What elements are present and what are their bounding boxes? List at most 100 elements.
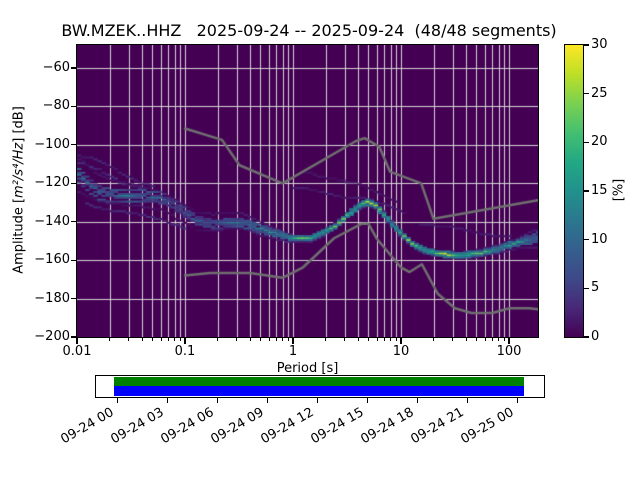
timeline-tick-mark [467, 398, 469, 403]
timeline-tick-label: 09-24 21 [408, 405, 467, 448]
colorbar [564, 44, 584, 338]
figure-title: BW.MZEK..HHZ 2025-09-24 -- 2025-09-24 (4… [61, 21, 557, 40]
colorbar-label: [%] [611, 178, 627, 202]
timeline-tick-label: 09-24 03 [108, 405, 167, 448]
y-tick-label: −140 [34, 213, 70, 229]
x-minor-tick-mark [249, 338, 251, 342]
timeline-tick-mark [167, 398, 169, 403]
y-tick-label: −80 [42, 98, 70, 114]
x-tick-mark [76, 338, 78, 344]
x-minor-tick-mark [282, 338, 284, 342]
x-minor-tick-mark [395, 338, 397, 342]
y-tick-mark [71, 182, 76, 184]
timeline-tick-label: 09-24 18 [358, 405, 417, 448]
timeline-tick-mark [367, 398, 369, 403]
x-tick-label: 0.1 [174, 344, 196, 359]
y-tick-mark [71, 105, 76, 108]
coverage-green-bar [114, 377, 524, 386]
x-minor-tick-mark [503, 338, 505, 342]
x-minor-tick-mark [217, 338, 218, 342]
timeline-tick-mark [267, 398, 269, 403]
x-minor-tick-mark [109, 338, 110, 342]
timeline-tick-mark [117, 398, 119, 403]
x-minor-tick-mark [344, 338, 346, 342]
timeline-coverage-box [95, 375, 545, 398]
x-tick-mark [508, 338, 510, 344]
timeline-tick-label: 09-25 00 [458, 405, 517, 448]
x-minor-tick-mark [491, 338, 493, 342]
x-tick-mark [400, 338, 402, 344]
y-tick-mark [71, 67, 76, 69]
y-tick-label: −200 [34, 329, 70, 344]
timeline-tick-mark [517, 398, 519, 403]
x-minor-tick-mark [141, 338, 143, 342]
timeline-tick-mark [217, 398, 219, 403]
x-minor-tick-mark [498, 338, 500, 342]
x-tick-label: 0.01 [62, 344, 92, 359]
colorbar-tick-mark [584, 287, 589, 289]
timeline-tick-label: 09-24 06 [158, 405, 217, 448]
timeline-tick-label: 09-24 12 [258, 405, 317, 448]
x-minor-tick-mark [287, 338, 289, 342]
y-tick-label: −100 [34, 136, 70, 152]
colorbar-tick-label: 15 [591, 183, 608, 198]
x-minor-tick-mark [160, 338, 162, 342]
x-axis-label: Period [s] [276, 361, 339, 376]
x-minor-tick-mark [475, 338, 477, 342]
colorbar-tick-label: 5 [591, 280, 600, 296]
colorbar-tick-label: 0 [591, 329, 600, 344]
colorbar-tick-mark [584, 44, 589, 46]
x-minor-tick-mark [151, 338, 153, 342]
colorbar-tick-mark [584, 190, 589, 192]
x-minor-tick-mark [357, 338, 359, 342]
colorbar-tick-mark [584, 336, 589, 338]
x-tick-mark [184, 338, 186, 344]
colorbar-tick-mark [584, 239, 589, 241]
timeline-tick-label: 09-24 15 [308, 405, 367, 448]
y-tick-label: −180 [34, 290, 70, 306]
x-minor-tick-mark [179, 338, 181, 342]
x-tick-label: 10 [392, 344, 410, 359]
x-minor-tick-mark [275, 338, 277, 342]
colorbar-tick-label: 25 [591, 85, 608, 101]
x-minor-tick-mark [484, 338, 486, 342]
x-minor-tick-mark [367, 338, 369, 342]
x-tick-mark [292, 338, 294, 344]
coverage-blue-bar [114, 386, 524, 396]
x-minor-tick-mark [376, 338, 378, 342]
x-minor-tick-mark [259, 338, 261, 342]
x-minor-tick-mark [268, 338, 270, 342]
x-minor-tick-mark [465, 338, 467, 342]
colorbar-tick-label: 30 [591, 37, 608, 52]
x-minor-tick-mark [325, 338, 326, 342]
x-minor-tick-mark [433, 338, 434, 342]
colorbar-tick-label: 10 [591, 231, 608, 247]
x-minor-tick-mark [452, 338, 454, 342]
ppsd-plot-area [76, 44, 539, 338]
colorbar-tick-label: 20 [591, 134, 608, 150]
y-tick-mark [71, 297, 76, 300]
y-tick-mark [71, 221, 76, 223]
ppsd-heatmap-canvas [77, 45, 538, 337]
x-minor-tick-mark [383, 338, 385, 342]
timeline-tick-label: 09-24 00 [58, 405, 117, 448]
colorbar-tick-mark [584, 141, 589, 143]
timeline-tick-mark [417, 398, 419, 403]
timeline-tick-mark [317, 398, 319, 403]
x-minor-tick-mark [128, 338, 130, 342]
y-tick-label: −60 [42, 60, 70, 76]
x-minor-tick-mark [174, 338, 176, 342]
x-minor-tick-mark [390, 338, 392, 342]
x-minor-tick-mark [236, 338, 238, 342]
x-tick-label: 100 [496, 344, 522, 359]
colorbar-tick-mark [584, 93, 589, 95]
y-tick-mark [71, 259, 76, 261]
x-tick-label: 1 [288, 344, 298, 359]
y-tick-mark [71, 144, 76, 146]
x-minor-tick-mark [167, 338, 169, 342]
y-tick-label: −120 [34, 175, 70, 191]
y-tick-label: −160 [34, 252, 70, 268]
y-tick-mark [71, 336, 76, 338]
timeline-tick-label: 09-24 09 [208, 405, 267, 448]
